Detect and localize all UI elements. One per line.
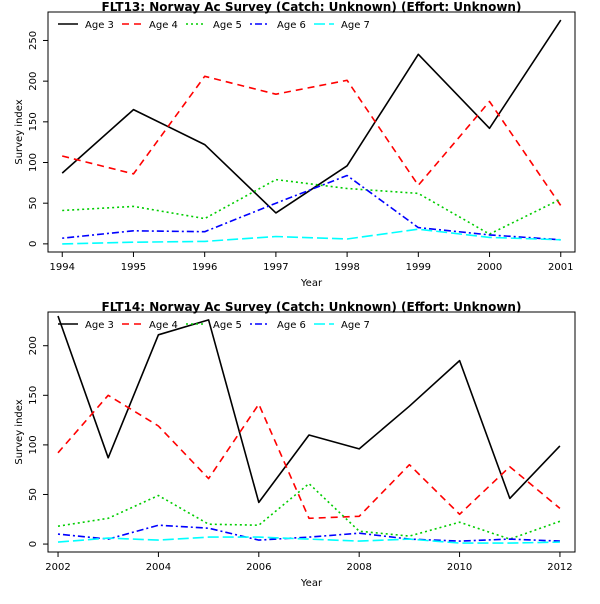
series-line-age-4 xyxy=(57,394,561,520)
legend-label: Age 5 xyxy=(213,20,242,31)
y-tick-label: 150 xyxy=(28,386,39,405)
series-line-age-5 xyxy=(62,178,562,235)
y-axis-label: Survey index xyxy=(14,99,25,164)
legend-label: Age 4 xyxy=(149,320,178,331)
chart-panel-2: FLT14: Norway Ac Survey (Catch: Unknown)… xyxy=(14,300,576,589)
y-tick-label: 100 xyxy=(28,435,39,454)
x-axis-label: Year xyxy=(300,278,323,289)
legend-label: Age 7 xyxy=(341,320,370,331)
plot-frame xyxy=(47,311,576,553)
y-axis-label: Survey index xyxy=(14,399,25,464)
x-tick-label: 1996 xyxy=(192,262,217,273)
y-tick-label: 200 xyxy=(28,336,39,355)
series-line-age-4 xyxy=(62,75,562,207)
series-line-age-6 xyxy=(57,524,560,542)
y-tick-label: 150 xyxy=(28,112,39,131)
y-tick-label: 0 xyxy=(28,541,39,547)
x-axis-label: Year xyxy=(300,578,323,589)
y-tick-label: 100 xyxy=(28,153,39,172)
chart-title: FLT14: Norway Ac Survey (Catch: Unknown)… xyxy=(102,300,522,314)
series-line-age-7 xyxy=(62,228,561,245)
chart-title: FLT13: Norway Ac Survey (Catch: Unknown)… xyxy=(102,0,522,14)
x-tick-label: 1998 xyxy=(334,262,359,273)
x-tick-label: 2006 xyxy=(246,562,271,573)
x-tick-label: 1999 xyxy=(406,262,431,273)
y-tick-label: 0 xyxy=(28,241,39,247)
y-tick-label: 250 xyxy=(28,31,39,50)
series-line-age-6 xyxy=(62,174,561,241)
y-tick-label: 50 xyxy=(28,197,39,210)
chart-panel-1: FLT13: Norway Ac Survey (Catch: Unknown)… xyxy=(14,0,576,289)
legend-label: Age 3 xyxy=(85,20,114,31)
x-tick-label: 1997 xyxy=(263,262,288,273)
x-tick-label: 1994 xyxy=(50,262,75,273)
series-line-age-5 xyxy=(57,482,561,540)
x-tick-label: 2002 xyxy=(45,562,70,573)
x-tick-label: 2008 xyxy=(346,562,371,573)
x-tick-label: 2012 xyxy=(547,562,572,573)
y-tick-label: 200 xyxy=(28,72,39,91)
x-tick-label: 2010 xyxy=(447,562,472,573)
series-line-age-3 xyxy=(57,315,561,504)
legend-label: Age 4 xyxy=(149,20,178,31)
y-tick-label: 50 xyxy=(28,488,39,501)
legend-label: Age 6 xyxy=(277,20,306,31)
plot-frame xyxy=(47,11,576,253)
legend-label: Age 6 xyxy=(277,320,306,331)
legend-label: Age 3 xyxy=(85,320,114,331)
x-tick-label: 2001 xyxy=(548,262,573,273)
legend-label: Age 5 xyxy=(213,320,242,331)
x-tick-label: 2004 xyxy=(146,562,171,573)
x-tick-label: 2000 xyxy=(477,262,502,273)
x-tick-label: 1995 xyxy=(121,262,146,273)
series-line-age-7 xyxy=(57,536,560,544)
legend-label: Age 7 xyxy=(341,20,370,31)
